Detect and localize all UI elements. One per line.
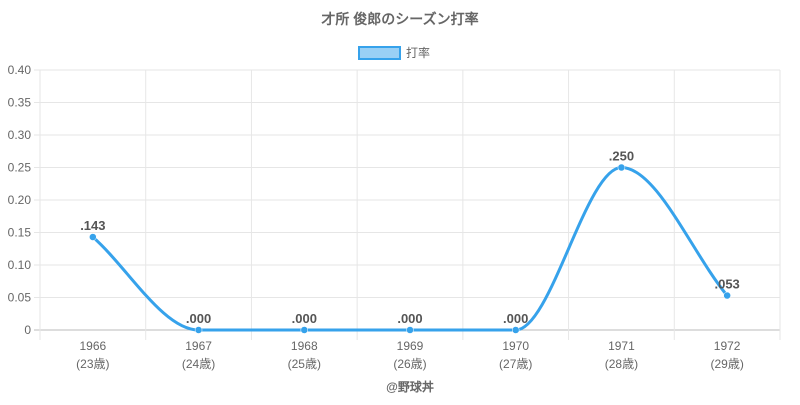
- y-tick-label: 0.25: [8, 161, 32, 175]
- y-tick-label: 0.20: [8, 193, 32, 207]
- x-tick-label: 1971: [608, 339, 635, 353]
- data-label: .143: [80, 218, 105, 233]
- y-tick-label: 0.10: [8, 258, 32, 272]
- data-point: [617, 163, 626, 172]
- x-tick-sublabel: (25歳): [288, 357, 321, 371]
- legend-label: 打率: [406, 45, 430, 60]
- chart-title: 才所 俊郎のシーズン打率: [321, 11, 478, 27]
- x-tick-sublabel: (27歳): [499, 357, 532, 371]
- legend[interactable]: 打率: [358, 45, 430, 60]
- y-tick-label: 0: [24, 323, 31, 337]
- credit: @野球丼: [386, 379, 434, 394]
- data-label: .000: [503, 311, 528, 326]
- x-tick-label: 1969: [397, 339, 424, 353]
- data-point: [511, 326, 520, 334]
- data-label: .250: [609, 149, 634, 164]
- x-tick-label: 1972: [714, 339, 741, 353]
- data-label: .000: [186, 311, 211, 326]
- x-tick-label: 1968: [291, 339, 318, 353]
- series-line: [91, 165, 729, 332]
- x-tick-label: 1967: [185, 339, 212, 353]
- x-tick-label: 1966: [80, 339, 107, 353]
- data-label: .000: [292, 311, 317, 326]
- y-tick-label: 0.05: [8, 291, 32, 305]
- data-label: .053: [714, 277, 739, 292]
- y-tick-label: 0.35: [8, 96, 32, 110]
- data-point: [406, 326, 414, 334]
- data-label: .000: [397, 311, 422, 326]
- x-tick-sublabel: (24歳): [182, 357, 215, 371]
- data-point: [723, 291, 731, 300]
- data-point: [300, 326, 309, 334]
- y-tick-label: 0.15: [8, 226, 32, 240]
- x-tick-sublabel: (26歳): [393, 357, 426, 371]
- x-tick-label: 1970: [502, 339, 529, 353]
- x-tick-sublabel: (23歳): [76, 357, 109, 371]
- y-tick-label: 0.40: [8, 63, 32, 77]
- x-tick-sublabel: (28歳): [605, 357, 638, 371]
- y-tick-label: 0.30: [8, 128, 32, 142]
- data-point: [89, 233, 97, 241]
- x-tick-sublabel: (29歳): [710, 357, 743, 371]
- data-point: [194, 326, 203, 334]
- legend-swatch: [358, 46, 401, 60]
